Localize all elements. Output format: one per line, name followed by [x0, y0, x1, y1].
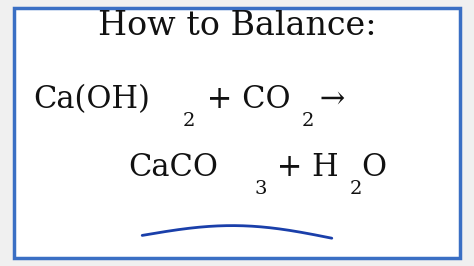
Text: 2: 2 — [350, 180, 362, 198]
Text: O: O — [361, 152, 386, 182]
Text: 2: 2 — [301, 112, 314, 130]
Text: + CO: + CO — [197, 84, 291, 115]
Text: 3: 3 — [254, 180, 266, 198]
Text: →: → — [310, 84, 346, 115]
FancyBboxPatch shape — [14, 8, 460, 258]
Text: + H: + H — [267, 152, 338, 182]
Text: Ca(OH): Ca(OH) — [33, 84, 150, 115]
Text: How to Balance:: How to Balance: — [98, 10, 376, 41]
Text: CaCO: CaCO — [128, 152, 218, 182]
Text: 2: 2 — [182, 112, 195, 130]
